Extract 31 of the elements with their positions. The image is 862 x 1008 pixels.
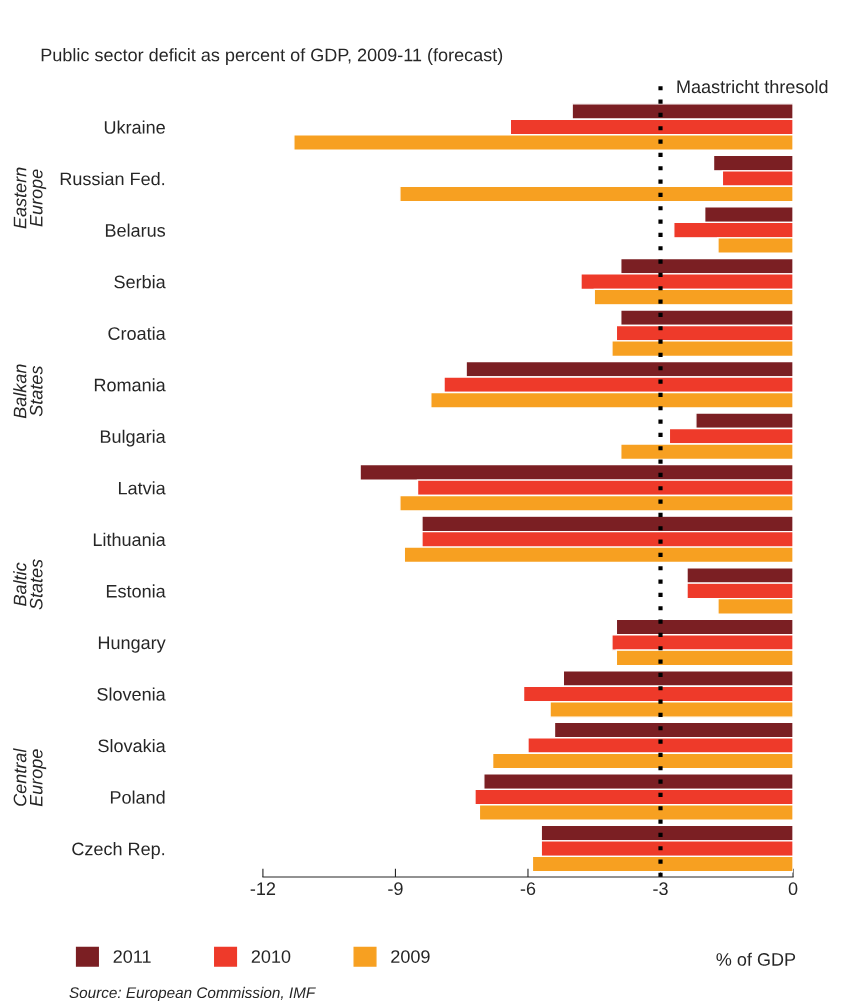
y-tick-label: Slovakia [98,738,166,753]
y-tick-label: Belarus [105,223,166,237]
legend-label: 2009 [391,950,430,963]
source-note: Source: European Commission, IMF [69,986,316,1002]
x-tick-label: -9 [388,882,403,896]
x-tick-label: -12 [250,882,276,895]
legend-label: 2010 [251,950,291,963]
y-tick-label: Slovenia [97,687,166,701]
y-tick-label: Russian Fed. [60,172,165,186]
y-tick-label: Estonia [106,584,166,598]
y-tick-label: Latvia [118,481,166,495]
y-tick-label: Lithuania [93,532,166,547]
y-tick-label: Hungary [98,636,166,653]
x-tick-label: 0 [788,882,798,896]
chart-title: Public sector deficit as percent of GDP, 2009-11 (forecast) [41,48,503,65]
y-tick-label: Croatia [108,326,166,340]
y-tick-label: Ukraine [104,120,165,134]
y-tick-label: Poland [110,790,165,804]
x-tick-label: -6 [520,882,536,896]
ref-line-label: Maastricht thresold [677,79,828,94]
y-tick-label: Romania [94,378,166,392]
x-axis-title: % of GDP [716,952,796,966]
y-tick-label: Serbia [114,275,166,289]
y-tick-label: Czech Rep. [72,842,165,859]
text: Eastern Europe [13,167,47,229]
text: Balkan States [13,364,43,419]
y-tick-label: Bulgaria [100,429,166,447]
x-tick-label: -3 [653,882,668,896]
text: Baltic States [13,559,43,610]
legend-label: 2011 [113,950,151,963]
text: Central Europe [13,748,47,807]
